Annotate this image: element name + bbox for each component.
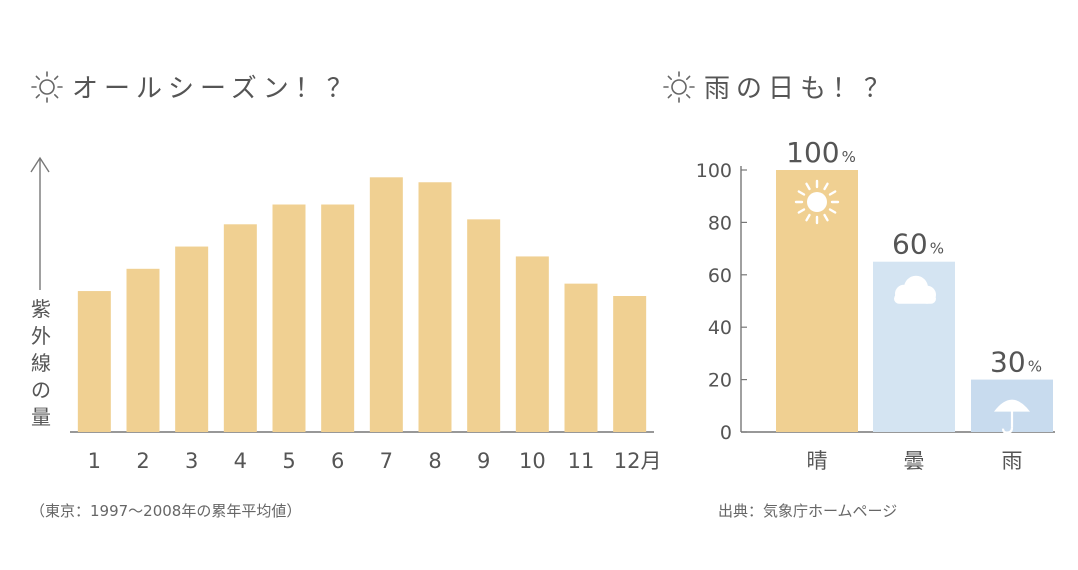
data-label: 30%: [990, 346, 1042, 379]
bar-sunny: [776, 170, 858, 432]
bar-month-4: [223, 224, 257, 432]
right-chart-title: 雨の日も！？: [662, 68, 896, 105]
up-arrow-icon: [30, 156, 50, 290]
x-tick-label: 4: [234, 449, 247, 473]
y-tick-label: 100: [696, 160, 732, 182]
x-tick-label: 8: [428, 449, 441, 473]
x-tick-label: 6: [331, 449, 344, 473]
x-tick-label: 曇: [904, 449, 925, 473]
y-tick-label: 80: [708, 212, 732, 234]
bar-month-11: [564, 283, 598, 432]
x-tick-label: 2: [136, 449, 149, 473]
weather-uv-bar-chart: 0 20 40 60 80 100 100 % 晴 60 % 曇 30 % 雨: [696, 136, 1055, 473]
umbrella-icon: [994, 399, 1030, 434]
x-tick-label: 9: [477, 449, 490, 473]
left-chart-title: オールシーズン！？: [30, 68, 359, 105]
x-tick-label: 7: [380, 449, 393, 473]
sun-icon: [794, 179, 840, 225]
ylabel-char: 線: [31, 351, 51, 375]
ylabel-char: 量: [31, 405, 51, 429]
cloud-icon: [894, 275, 936, 304]
data-label: 60%: [892, 228, 944, 261]
bar-month-6: [321, 204, 355, 432]
right-title-text: 雨の日も！？: [704, 74, 897, 104]
x-tick-label: 1: [88, 449, 101, 473]
x-tick-label: 3: [185, 449, 198, 473]
x-tick-label: 晴: [807, 449, 828, 473]
ylabel-char: 紫: [31, 297, 51, 321]
sun-outline-icon: [31, 70, 63, 103]
data-label: 100%: [786, 136, 856, 169]
bar-month-12: [613, 296, 647, 432]
left-y-axis-label: 紫 外 線 の 量: [26, 296, 56, 431]
x-tick-label: 11: [568, 449, 595, 473]
x-tick-label: 雨: [1002, 449, 1023, 473]
bar-month-2: [126, 268, 160, 432]
bar-month-8: [418, 182, 452, 432]
bar-month-9: [467, 219, 501, 432]
sun-outline-icon: [663, 70, 695, 103]
bar-month-1: [77, 291, 111, 432]
x-tick-label: 10: [519, 449, 546, 473]
right-source-note: 出典：気象庁ホームページ: [718, 502, 898, 520]
ylabel-char: の: [31, 378, 51, 402]
x-tick-label: 5: [282, 449, 295, 473]
left-title-text: オールシーズン！？: [72, 74, 359, 104]
bar-month-5: [272, 204, 306, 432]
x-tick-label: 12月: [614, 449, 662, 473]
ylabel-char: 外: [31, 324, 51, 348]
y-tick-label: 60: [708, 265, 732, 287]
bar-month-7: [369, 177, 403, 432]
y-tick-label: 20: [708, 370, 732, 392]
y-tick-label: 0: [720, 422, 732, 444]
bar-month-3: [175, 246, 209, 432]
bar-month-10: [515, 256, 549, 432]
left-source-note: （東京：1997〜2008年の累年平均値）: [30, 502, 302, 520]
uv-monthly-bar-chart: 1 2 3 4 5 6 7 8 9 10 11 12月: [30, 156, 662, 473]
y-tick-label: 40: [708, 317, 732, 339]
